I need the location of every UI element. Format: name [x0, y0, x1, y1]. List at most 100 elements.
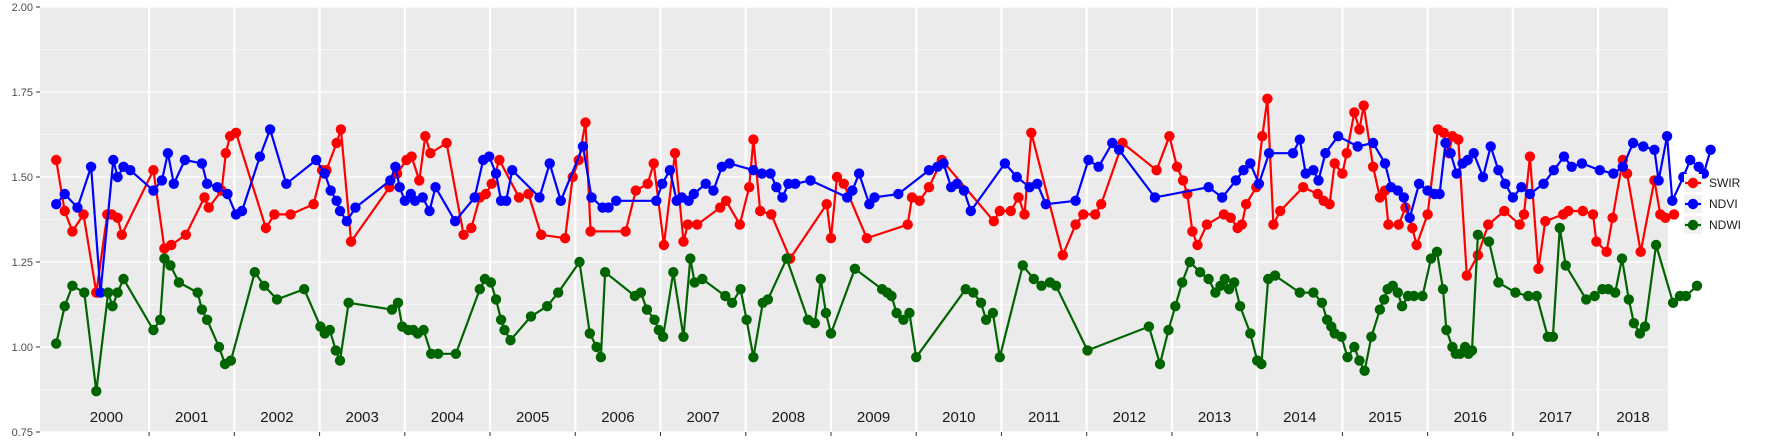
data-point-swir — [1411, 239, 1422, 251]
data-point-swir — [1013, 192, 1024, 203]
legend-key-point — [1687, 198, 1699, 210]
data-point-ndvi — [490, 168, 502, 179]
data-point-swir — [345, 236, 357, 247]
data-point-ndvi — [1434, 188, 1445, 200]
data-point-swir — [1577, 205, 1589, 217]
data-point-ndvi — [1685, 154, 1696, 166]
data-point-swir — [1518, 209, 1530, 220]
data-point-swir — [988, 216, 999, 227]
data-point-swir — [1070, 219, 1081, 230]
year-label: 2013 — [1198, 409, 1231, 426]
grid-lines — [40, 6, 1668, 433]
legend: SWIR NDVI NDWI — [1684, 174, 1741, 234]
data-point-ndvi — [1451, 168, 1462, 179]
data-point-swir — [1483, 219, 1494, 230]
data-point-swir — [1268, 219, 1279, 230]
data-point-ndvi — [430, 182, 441, 193]
data-point-ndvi — [1253, 178, 1265, 189]
data-point-ndvi — [390, 161, 401, 172]
data-point-swir — [1461, 270, 1473, 281]
data-point-ndwi — [1269, 270, 1281, 281]
data-point-ndwi — [574, 256, 585, 268]
data-point-swir — [902, 219, 913, 230]
data-point-swir — [1078, 209, 1089, 220]
y-tick-label: 1.50 — [12, 172, 33, 184]
year-label: 2015 — [1368, 409, 1401, 426]
data-point-ndwi — [595, 352, 607, 363]
data-point-swir — [331, 137, 342, 149]
data-point-ndwi — [553, 287, 564, 298]
data-point-ndwi — [968, 287, 979, 298]
data-point-swir — [220, 148, 231, 159]
data-point-ndvi — [334, 205, 346, 217]
data-point-ndvi — [938, 158, 949, 169]
data-point-ndvi — [1524, 188, 1536, 200]
data-point-ndvi — [1516, 182, 1527, 193]
data-point-ndvi — [1392, 185, 1404, 196]
data-point-ndvi — [385, 175, 396, 186]
data-point-ndvi — [95, 287, 106, 298]
data-point-swir — [116, 229, 128, 240]
data-point-ndwi — [201, 314, 213, 325]
data-point-ndwi — [1483, 236, 1495, 247]
data-point-ndwi — [330, 345, 341, 356]
data-point-ndwi — [781, 253, 792, 264]
data-point-ndwi — [1554, 222, 1566, 234]
data-point-ndwi — [668, 267, 679, 278]
data-point-ndvi — [1230, 175, 1242, 186]
data-point-swir — [692, 219, 703, 230]
data-point-ndwi — [1229, 277, 1240, 288]
data-point-ndwi — [599, 267, 611, 278]
data-point-swir — [1383, 219, 1394, 230]
data-point-ndwi — [79, 287, 90, 298]
data-point-ndvi — [923, 165, 935, 176]
data-point-ndvi — [1608, 168, 1619, 179]
data-point-ndwi — [891, 307, 902, 319]
data-point-ndwi — [987, 307, 999, 319]
data-point-ndwi — [741, 314, 752, 325]
data-point-ndvi — [603, 202, 614, 213]
legend-label-swir: SWIR — [1709, 176, 1741, 190]
data-point-swir — [494, 154, 505, 166]
data-point-ndvi — [1332, 131, 1344, 142]
year-label: 2018 — [1616, 409, 1649, 426]
year-label: 2005 — [516, 409, 549, 426]
data-point-ndvi — [1413, 178, 1425, 189]
data-point-swir — [1171, 161, 1183, 172]
data-point-ndvi — [1485, 141, 1496, 152]
data-point-swir — [1298, 182, 1309, 193]
data-point-ndwi — [1170, 301, 1181, 312]
data-point-ndvi — [1404, 212, 1415, 223]
data-point-ndvi — [254, 151, 266, 162]
data-point-ndvi — [1287, 148, 1299, 159]
data-point-ndwi — [1163, 324, 1174, 336]
data-point-ndwi — [1379, 294, 1390, 305]
data-point-ndwi — [525, 311, 537, 322]
year-label: 2011 — [1028, 409, 1060, 426]
data-point-ndwi — [392, 297, 404, 308]
data-point-swir — [1341, 148, 1352, 159]
legend-key-point — [1687, 177, 1699, 189]
data-point-swir — [1354, 124, 1365, 135]
data-point-swir — [466, 222, 477, 234]
data-point-ndvi — [325, 185, 336, 196]
data-point-ndvi — [399, 195, 410, 206]
data-point-swir — [1438, 127, 1450, 138]
data-point-ndvi — [1032, 178, 1043, 189]
data-point-swir — [642, 178, 653, 189]
data-point-swir — [1540, 216, 1551, 227]
data-point-swir — [1587, 209, 1599, 220]
data-point-ndvi — [1500, 178, 1511, 189]
data-point-ndvi — [805, 175, 816, 186]
data-point-swir — [648, 158, 659, 169]
data-point-ndwi — [1623, 294, 1635, 305]
data-point-swir — [51, 154, 62, 166]
data-point-ndwi — [1437, 284, 1449, 295]
data-point-swir — [230, 127, 242, 138]
data-point-ndvi — [965, 205, 976, 217]
data-point-swir — [715, 202, 726, 213]
data-point-swir — [1533, 263, 1544, 274]
data-point-ndwi — [107, 301, 118, 312]
data-point-ndwi — [343, 297, 354, 308]
data-point-ndwi — [720, 290, 731, 302]
